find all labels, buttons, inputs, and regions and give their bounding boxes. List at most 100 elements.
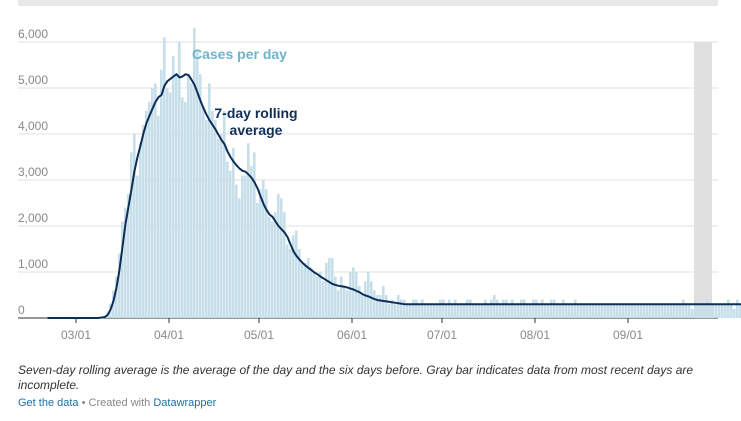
cases-bar (703, 304, 706, 318)
cases-bar (571, 304, 574, 318)
cases-bar (679, 304, 682, 318)
cases-bar (211, 111, 214, 318)
cases-bar (289, 249, 292, 318)
cases-bar (739, 304, 741, 318)
cases-bar (130, 152, 133, 318)
cases-chart: 0 1,000 2,000 3,000 4,000 5,000 6,000 03/01 04/… (18, 27, 741, 342)
datawrapper-link[interactable]: Datawrapper (153, 397, 217, 409)
cases-bar (424, 304, 427, 318)
cases-bar (403, 299, 406, 318)
cases-bar (682, 299, 685, 318)
cases-bar (226, 161, 229, 318)
cases-bar (358, 285, 361, 318)
rolling-average-label-line1: 7-day rolling (214, 105, 297, 121)
cases-bar (148, 101, 151, 318)
cases-bar (238, 198, 241, 318)
cases-bar (442, 299, 445, 318)
cases-bar (394, 304, 397, 318)
credits-separator: • Created with (78, 397, 154, 409)
cases-bar (301, 262, 304, 318)
cases-bar (190, 83, 193, 319)
cases-bar (268, 216, 271, 318)
cases-bar (685, 304, 688, 318)
cases-bar (583, 304, 586, 318)
cases-bar (370, 281, 373, 318)
cases-bar (181, 97, 184, 318)
cases-bar (163, 37, 166, 319)
cases-bar (202, 106, 205, 319)
cases-bar (319, 272, 322, 318)
cases-bar (235, 184, 238, 318)
cases-bar (283, 212, 286, 318)
cases-bar (412, 299, 415, 318)
cases-bar (553, 299, 556, 318)
cases-bar (145, 111, 148, 318)
cases-bar (409, 304, 412, 318)
cases-bar (364, 281, 367, 318)
header-strip (18, 0, 718, 6)
daily-cases-bars (97, 28, 741, 319)
cases-bar (199, 74, 202, 318)
cases-bar (367, 272, 370, 318)
get-the-data-link[interactable]: Get the data (18, 397, 79, 409)
cases-bar (619, 304, 622, 318)
cases-bar (169, 92, 172, 318)
cases-bar (250, 166, 253, 318)
cases-bar (343, 285, 346, 318)
cases-bar (214, 120, 217, 318)
cases-bar (670, 304, 673, 318)
cases-bar (604, 304, 607, 318)
cases-bar (154, 83, 157, 319)
cases-bar (487, 304, 490, 318)
cases-bar (640, 304, 643, 318)
cases-bar (280, 198, 283, 318)
cases-bar (379, 295, 382, 318)
cases-bar (445, 304, 448, 318)
cases-bar (430, 304, 433, 318)
cases-bar (433, 304, 436, 318)
cases-bar (448, 299, 451, 318)
cases-bar (715, 304, 718, 318)
cases-bar (649, 304, 652, 318)
cases-bar (223, 111, 226, 318)
cases-bar (508, 304, 511, 318)
cases-bar (664, 304, 667, 318)
cases-bar (259, 189, 262, 318)
cases-bar (661, 304, 664, 318)
cases-bar (247, 143, 250, 318)
cases-bar (127, 193, 130, 318)
cases-bar (391, 299, 394, 318)
cases-bar (160, 69, 163, 318)
cases-bar (613, 304, 616, 318)
cases-bar (304, 262, 307, 318)
cases-bar (241, 175, 244, 318)
cases-bar (658, 304, 661, 318)
cases-bar (520, 299, 523, 318)
cases-bar (676, 304, 679, 318)
cases-bar (532, 299, 535, 318)
cases-bar (469, 299, 472, 318)
cases-bar (484, 299, 487, 318)
cases-bar (490, 299, 493, 318)
cases-bar (193, 28, 196, 318)
cases-bar (688, 304, 691, 318)
cases-bar (733, 308, 736, 318)
y-tick-label: 2,000 (18, 211, 48, 225)
cases-bar (574, 299, 577, 318)
cases-bar (559, 304, 562, 318)
cases-bar (337, 290, 340, 318)
cases-bar (316, 276, 319, 318)
cases-bar (535, 299, 538, 318)
cases-bar (388, 304, 391, 318)
cases-bar (349, 272, 352, 318)
cases-bar (526, 304, 529, 318)
cases-bar (355, 272, 358, 318)
cases-bar (232, 147, 235, 318)
cases-bar (547, 304, 550, 318)
cases-bar (322, 281, 325, 318)
cases-bar (577, 304, 580, 318)
cases-bar (454, 299, 457, 318)
x-axis-ticks: 03/01 04/01 05/01 06/01 07/01 08/01 09/01 (61, 318, 643, 342)
cases-bar (718, 304, 721, 318)
cases-bar (466, 299, 469, 318)
